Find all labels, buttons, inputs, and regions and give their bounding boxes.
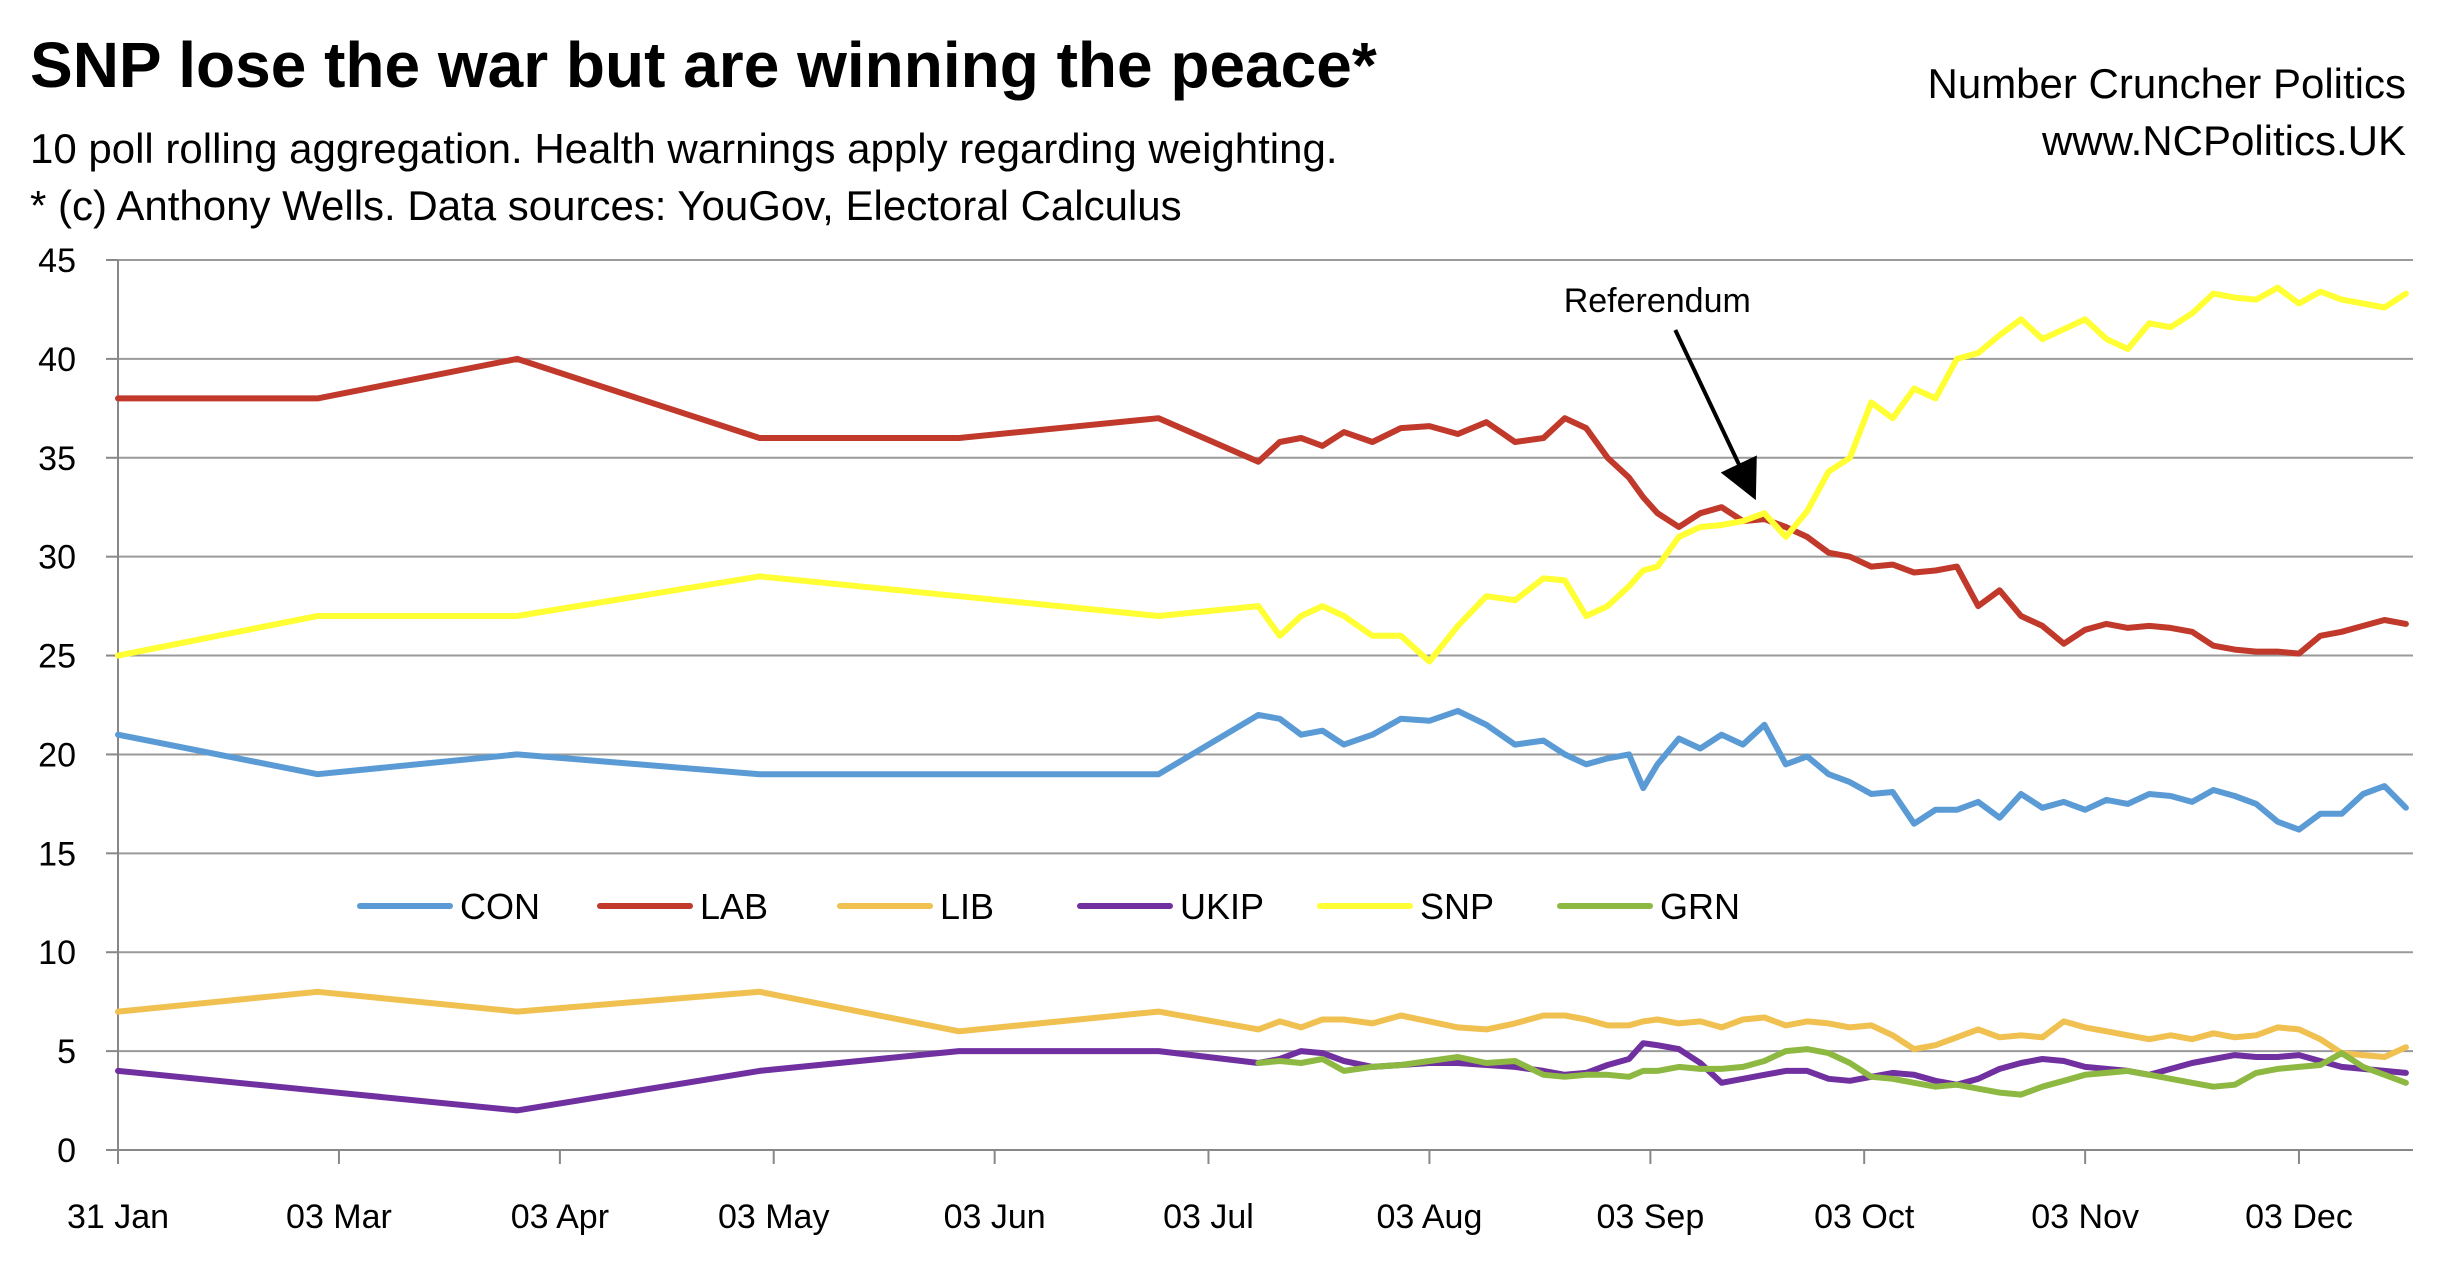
x-tick-label: 03 Sep: [1596, 1198, 1704, 1236]
x-tick-label: 03 Jul: [1163, 1198, 1254, 1236]
legend: CON LAB LIB UKIP SNP GRN: [357, 886, 1740, 927]
x-tick-label: 31 Jan: [67, 1198, 169, 1236]
axes: 0 5 10 15 20 25 30 35 40 45 31 Jan 03 Mar 03 Apr 03 M…: [38, 242, 2413, 1236]
x-tick-label: 03 Oct: [1814, 1198, 1915, 1236]
series-line-lib: [115, 988, 2409, 1060]
y-tick-label: 0: [57, 1132, 76, 1170]
legend-label-grn: GRN: [1660, 886, 1740, 927]
series-line-grn: [1255, 1046, 2409, 1098]
annotation: Referendum: [1564, 282, 1757, 501]
legend-label-con: CON: [460, 886, 540, 927]
x-tick-label: 03 Aug: [1376, 1198, 1482, 1236]
annotation-label: Referendum: [1564, 282, 1751, 320]
legend-label-snp: SNP: [1420, 886, 1494, 927]
x-tick-label: 03 Dec: [2245, 1198, 2353, 1236]
series-lines: [115, 284, 2409, 1114]
x-tick-label: 03 Nov: [2031, 1198, 2139, 1236]
x-tick-label: 03 May: [718, 1198, 830, 1236]
chart-source-note: * (c) Anthony Wells. Data sources: YouGo…: [30, 182, 1182, 229]
y-tick-label: 15: [38, 835, 76, 873]
series-line-snp: [115, 284, 2409, 665]
x-tick-label: 03 Apr: [511, 1198, 609, 1236]
y-tick-label: 20: [38, 736, 76, 774]
y-tick-label: 30: [38, 539, 76, 577]
x-tick-label: 03 Jun: [944, 1198, 1046, 1236]
chart-title: SNP lose the war but are winning the pea…: [30, 29, 1377, 101]
y-tick-label: 5: [57, 1033, 76, 1071]
annotation-arrow: [1673, 329, 1757, 501]
series-line-con: [115, 707, 2409, 833]
gridlines: [118, 259, 2413, 1053]
legend-label-lib: LIB: [940, 886, 994, 927]
legend-label-ukip: UKIP: [1180, 886, 1264, 927]
y-tick-label: 25: [38, 638, 76, 676]
publisher-name: Number Cruncher Politics: [1927, 60, 2407, 107]
y-tick-label: 40: [38, 341, 76, 379]
series-line-ukip: [115, 1040, 2409, 1114]
chart-subtitle: 10 poll rolling aggregation. Health warn…: [30, 125, 1338, 172]
publisher-url: www.NCPolitics.UK: [2041, 117, 2406, 164]
y-tick-label: 45: [38, 242, 76, 280]
x-tick-label: 03 Mar: [286, 1198, 392, 1236]
y-tick-label: 35: [38, 440, 76, 478]
legend-label-lab: LAB: [700, 886, 768, 927]
y-tick-label: 10: [38, 934, 76, 972]
series-line-lab: [115, 355, 2409, 657]
